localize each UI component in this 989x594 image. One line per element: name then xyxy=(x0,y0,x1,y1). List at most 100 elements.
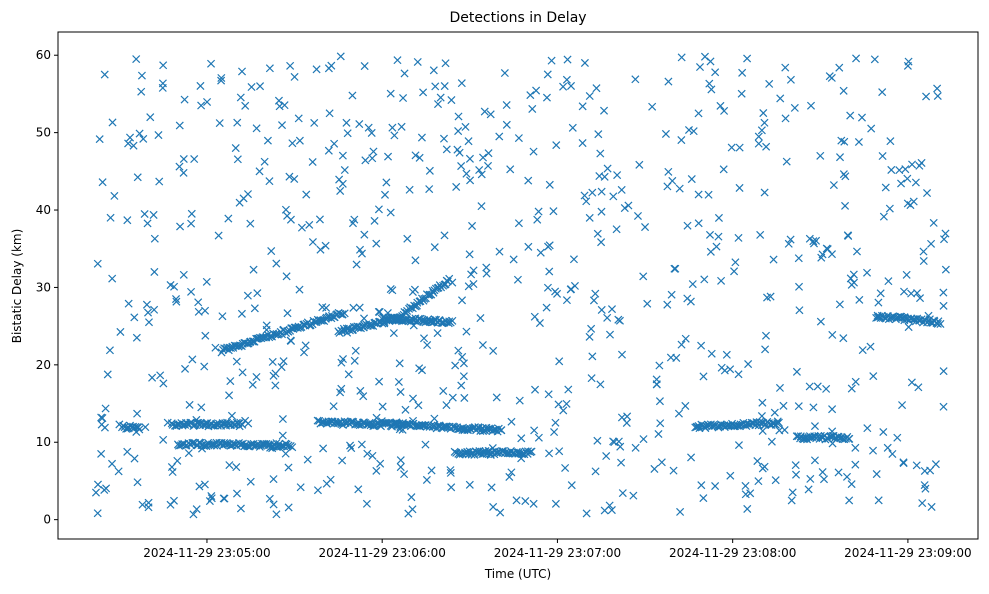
detection-marker xyxy=(855,295,864,304)
detection-marker xyxy=(124,299,133,308)
detection-marker xyxy=(269,500,278,509)
detection-marker xyxy=(888,449,897,458)
detection-marker xyxy=(587,374,596,383)
detection-marker xyxy=(393,314,402,323)
detection-marker xyxy=(788,488,797,497)
detection-marker xyxy=(267,247,276,256)
detection-marker xyxy=(346,441,355,450)
detection-marker xyxy=(169,496,178,505)
detection-marker xyxy=(639,272,648,281)
detection-marker xyxy=(531,385,540,394)
detection-marker xyxy=(156,371,165,380)
detection-marker xyxy=(463,425,473,435)
detection-marker xyxy=(144,308,153,317)
y-axis-label: Bistatic Delay (km) xyxy=(10,229,24,344)
detection-marker xyxy=(457,381,466,390)
detection-marker xyxy=(400,307,409,317)
detection-marker xyxy=(364,123,373,132)
detection-marker xyxy=(355,303,364,312)
detection-marker xyxy=(933,91,942,101)
detection-marker xyxy=(130,313,139,322)
detection-marker xyxy=(214,231,223,240)
detection-marker xyxy=(761,331,771,340)
detection-marker xyxy=(809,403,818,412)
detection-marker xyxy=(338,354,348,364)
detection-marker xyxy=(445,274,454,283)
detection-marker xyxy=(225,461,234,470)
detection-marker xyxy=(384,152,393,161)
detection-marker xyxy=(336,388,345,397)
detection-marker xyxy=(758,426,767,435)
detection-marker xyxy=(158,83,167,92)
chart-title: Detections in Delay xyxy=(449,10,586,26)
detection-marker xyxy=(338,310,347,319)
detection-marker xyxy=(561,463,570,472)
detection-marker xyxy=(439,134,449,143)
detection-marker xyxy=(268,357,277,366)
detection-marker xyxy=(717,276,726,285)
detection-marker xyxy=(179,270,188,279)
detection-marker xyxy=(559,406,568,415)
detection-marker xyxy=(129,141,138,150)
detection-marker xyxy=(429,66,438,75)
detection-marker xyxy=(372,466,381,475)
detection-marker xyxy=(544,390,553,399)
detection-marker xyxy=(465,250,474,259)
detection-marker xyxy=(475,165,484,175)
detection-marker xyxy=(939,288,948,297)
detection-marker xyxy=(657,458,666,467)
detection-marker xyxy=(759,109,768,118)
detection-marker xyxy=(408,505,417,514)
detection-marker xyxy=(220,494,229,503)
detection-marker xyxy=(232,463,241,472)
detection-marker xyxy=(912,461,921,470)
detection-marker xyxy=(114,467,123,476)
detection-marker xyxy=(425,185,434,194)
detection-marker xyxy=(447,96,456,105)
detection-marker xyxy=(260,157,269,166)
detection-marker xyxy=(782,157,791,166)
detection-marker xyxy=(425,166,434,175)
detection-marker xyxy=(758,398,767,407)
detection-marker xyxy=(559,82,568,91)
detection-marker xyxy=(469,280,478,289)
detection-marker xyxy=(137,71,146,80)
detection-marker xyxy=(301,341,310,350)
detection-marker xyxy=(454,346,463,355)
detection-marker xyxy=(771,476,780,485)
detection-marker xyxy=(631,443,640,452)
detection-marker xyxy=(110,191,119,200)
detection-marker xyxy=(600,506,609,515)
detection-marker xyxy=(582,197,591,206)
detection-marker xyxy=(722,350,731,359)
detection-marker xyxy=(297,223,306,232)
detection-marker xyxy=(278,431,287,440)
detection-marker xyxy=(852,54,861,63)
detection-marker xyxy=(926,466,935,475)
detection-marker xyxy=(330,139,339,148)
detection-marker xyxy=(521,497,530,506)
detection-marker xyxy=(743,54,752,63)
detection-marker xyxy=(497,426,506,435)
detection-marker xyxy=(908,160,917,169)
detection-marker xyxy=(614,315,623,324)
detection-marker xyxy=(585,213,594,222)
detection-marker xyxy=(705,230,715,239)
detection-marker xyxy=(694,109,703,118)
detection-marker xyxy=(98,414,107,423)
detection-marker xyxy=(305,220,314,229)
detection-marker xyxy=(381,314,390,323)
detection-marker xyxy=(683,294,692,303)
detection-marker xyxy=(313,486,322,495)
detection-marker xyxy=(344,370,353,379)
detection-marker xyxy=(551,418,560,427)
detection-marker xyxy=(806,474,815,483)
detection-marker xyxy=(412,301,421,310)
detection-marker xyxy=(372,239,381,248)
detection-marker xyxy=(402,308,411,317)
detection-marker xyxy=(610,438,619,447)
detection-marker xyxy=(687,453,696,462)
detection-marker xyxy=(845,496,854,505)
detection-marker xyxy=(217,73,226,83)
